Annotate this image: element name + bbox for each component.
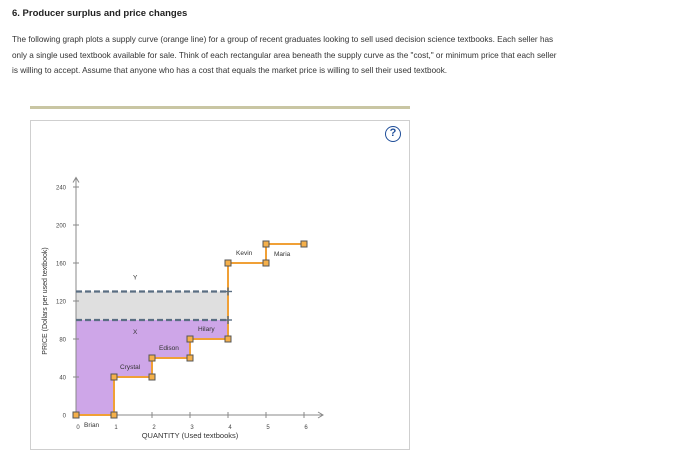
instructions-line-1: The following graph plots a supply curve… <box>12 35 554 44</box>
x-tick-label-1: 1 <box>114 425 118 431</box>
seller-label-hilary: Hilary <box>198 326 215 333</box>
y-tick-label-80: 80 <box>59 338 66 344</box>
y-tick-label-200: 200 <box>56 224 67 230</box>
supply-point-marker <box>148 373 156 381</box>
instructions-line-2: only a single used textbook available fo… <box>12 50 557 60</box>
x-tick-label-5: 5 <box>266 425 270 431</box>
seller-label-crystal: Crystal <box>120 364 141 371</box>
x-tick-label-4: 4 <box>228 425 232 431</box>
x-tick-label-0: 0 <box>76 425 80 431</box>
surplus-area-hilary <box>190 320 228 339</box>
supply-point-marker <box>110 373 118 381</box>
surplus-area-edison <box>152 320 190 358</box>
seller-label-edison: Edison <box>159 345 179 352</box>
supply-point-marker <box>300 240 308 248</box>
surplus-area-brian <box>76 320 114 415</box>
y-tick-label-120: 120 <box>56 300 67 306</box>
supply-point-marker <box>262 259 270 267</box>
section-divider <box>30 106 410 109</box>
y-axis-label: PRICE (Dollars per used textbook) <box>42 247 49 354</box>
seller-label-brian: Brian <box>84 422 100 429</box>
supply-point-marker <box>224 335 232 343</box>
price-line-label-y: Y <box>133 275 138 282</box>
supply-point-marker <box>72 411 80 419</box>
page-title: 6. Producer surplus and price changes <box>12 8 188 19</box>
supply-point-marker <box>110 411 118 419</box>
y-tick-label-240: 240 <box>56 186 67 192</box>
x-tick-label-6: 6 <box>304 425 308 431</box>
y-tick-label-40: 40 <box>59 376 66 382</box>
supply-point-marker <box>224 259 232 267</box>
supply-point-marker <box>186 354 194 362</box>
instructions: The following graph plots a supply curve… <box>12 32 672 79</box>
x-axis-label: QUANTITY (Used textbooks) <box>142 431 239 440</box>
price-change-band <box>76 291 228 320</box>
y-tick-label-0: 0 <box>63 414 67 420</box>
supply-point-marker <box>262 240 270 248</box>
supply-point-marker <box>186 335 194 343</box>
price-line-label-x: X <box>133 329 138 336</box>
surplus-area-crystal <box>114 320 152 377</box>
y-axis-arrow <box>72 176 80 183</box>
seller-label-maria: Maria <box>274 251 291 258</box>
x-tick-label-2: 2 <box>152 425 156 431</box>
instructions-line-3: is willing to accept. Assume that anyone… <box>12 66 448 75</box>
y-tick-label-160: 160 <box>56 262 67 268</box>
x-axis-arrow <box>317 411 324 419</box>
supply-point-marker <box>148 354 156 362</box>
help-button[interactable]: ? <box>385 126 401 142</box>
seller-label-kevin: Kevin <box>236 250 253 257</box>
x-tick-label-3: 3 <box>190 425 194 431</box>
